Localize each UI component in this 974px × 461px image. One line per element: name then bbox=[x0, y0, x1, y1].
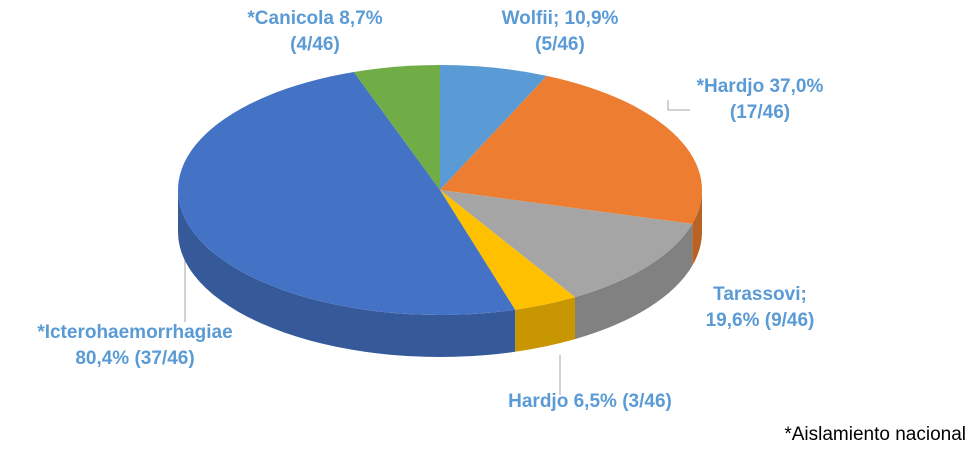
data-label-part: (5/46) bbox=[535, 34, 585, 55]
slice-side bbox=[515, 297, 575, 352]
data-label: Hardjo 6,5% (3/46) bbox=[508, 391, 672, 412]
slice bbox=[440, 190, 575, 310]
data-label-part: *Canicola bbox=[247, 8, 334, 29]
slice bbox=[440, 65, 547, 190]
data-label-part: (9/46) bbox=[765, 310, 815, 331]
slice-side bbox=[692, 190, 702, 266]
slice bbox=[440, 190, 693, 298]
data-label-part: 37,0% bbox=[769, 76, 823, 97]
data-label-part: Tarassovi; bbox=[713, 284, 807, 305]
slice-side bbox=[574, 223, 693, 340]
data-label-part: (37/46) bbox=[134, 348, 194, 369]
slice-side bbox=[178, 190, 516, 358]
slices bbox=[177, 65, 703, 316]
data-label: Wolfii; 10,9% (5/46) bbox=[502, 8, 619, 55]
data-label-part: 19,6% bbox=[706, 310, 760, 331]
data-label-part: (4/46) bbox=[290, 34, 340, 55]
data-label: Tarassovi; 19,6% (9/46) bbox=[706, 284, 815, 331]
slice bbox=[177, 71, 516, 316]
data-label-part: 6,5% bbox=[574, 391, 617, 412]
data-label-part: 80,4% bbox=[75, 348, 129, 369]
data-label-part: Hardjo bbox=[508, 391, 568, 412]
slice bbox=[353, 65, 440, 190]
slice bbox=[440, 75, 703, 224]
side-walls bbox=[178, 190, 702, 358]
data-label: *Icterohaemorrhagiae 80,4% (37/46) bbox=[37, 322, 232, 369]
data-label-part: (17/46) bbox=[730, 102, 790, 123]
data-label-part: 8,7% bbox=[339, 8, 382, 29]
data-label-part: *Icterohaemorrhagiae bbox=[37, 322, 232, 343]
data-label: *Canicola 8,7% (4/46) bbox=[247, 8, 382, 55]
data-label-part: Wolfii; bbox=[502, 8, 560, 29]
data-label-part: (3/46) bbox=[622, 391, 672, 412]
leader-line bbox=[667, 100, 690, 111]
data-label: *Hardjo 37,0% (17/46) bbox=[697, 76, 824, 123]
data-label-part: *Hardjo bbox=[697, 76, 765, 97]
data-label-part: 10,9% bbox=[565, 8, 619, 29]
note: *Aislamiento nacional bbox=[784, 424, 966, 445]
